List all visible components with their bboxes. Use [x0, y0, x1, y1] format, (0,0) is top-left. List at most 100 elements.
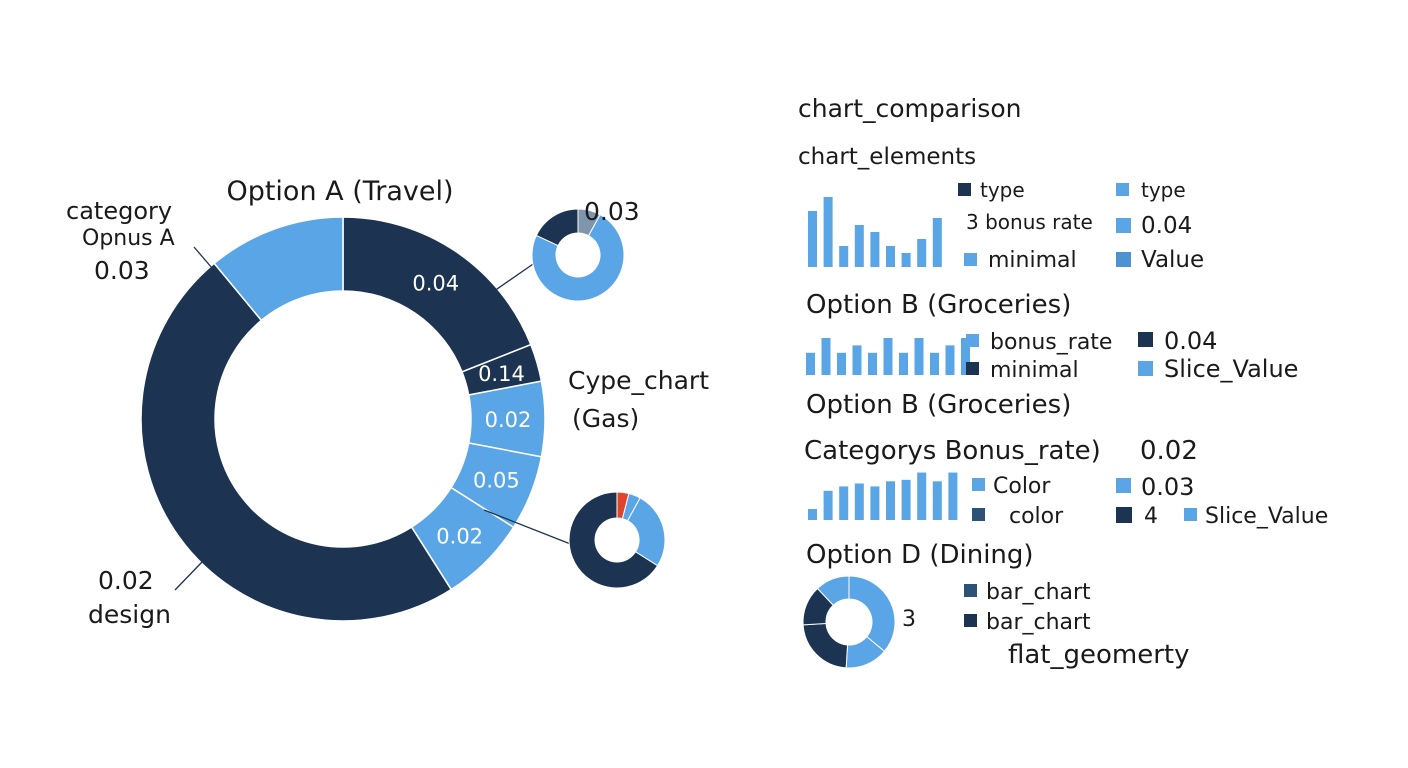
legend-label-0-04: 0.04 [1141, 213, 1192, 239]
donut-main-slice-label-3: 0.05 [473, 469, 520, 493]
legend-label-0-03: 0.03 [1141, 473, 1194, 501]
annotation-value-0-02: 0.02 [98, 566, 154, 595]
bars-2-bar-5 [883, 338, 893, 375]
leader-line-design [174, 561, 203, 591]
bars-1-bar-1 [823, 197, 833, 267]
annotation-opnus-a: Opnus A [82, 226, 175, 251]
bar-chart-option-b-1 [806, 338, 970, 375]
legend-swatch-bonus-rate [966, 334, 979, 347]
legend-label-slice-value: Slice_Value [1164, 355, 1298, 383]
bars-3-bar-7 [917, 472, 927, 520]
legend-swatch-bar-chart-2 [964, 614, 977, 627]
donut-main-slice-label-2: 0.02 [485, 408, 532, 432]
annotation-gas: (Gas) [572, 404, 639, 433]
annotation-category: category [66, 197, 172, 225]
legend-swatch-slice-value-2 [1184, 508, 1197, 521]
note-flat-geomerty: flat_geomerty [1008, 640, 1190, 670]
legend-label-bonus-rate: 3 bonus rate [966, 210, 1093, 234]
donut-small-top-slice-2 [535, 208, 579, 247]
bars-1-bar-0 [808, 211, 817, 267]
legend-label-type-1: type [980, 178, 1025, 202]
donut-main-slice-label-1: 0.14 [478, 362, 525, 386]
donut-dining-slice-4 [816, 575, 850, 606]
bars-2-bar-6 [899, 352, 908, 375]
donut-dining-slice-0 [848, 575, 896, 653]
option-a-donut-chart: 0.04 0.14 0.02 0.05 0.02 [140, 216, 546, 622]
legend-swatch-value [1116, 252, 1131, 267]
legend-label-color-2: color [1009, 504, 1064, 529]
bars-3-bar-2 [839, 486, 849, 520]
legend-label-slice-value-2: Slice_Value [1205, 504, 1328, 529]
legend-label-4: 4 [1144, 504, 1158, 529]
donut-main-slice-5 [140, 262, 453, 622]
legend-label-bar-chart-2: bar_chart [986, 610, 1091, 635]
legend-swatch-0-03 [1116, 478, 1131, 493]
bars-3-bar-4 [870, 486, 880, 520]
small-donut-bottom [568, 491, 666, 589]
bars-2-bar-10 [961, 338, 970, 375]
option-d-label-3: 3 [902, 607, 916, 632]
leader-line-category [193, 246, 213, 269]
legend-label-value: Value [1141, 247, 1204, 273]
option-d-donut-chart [802, 575, 896, 669]
bars-3-bar-1 [823, 490, 833, 520]
legend-swatch-minimal-dark [966, 362, 979, 375]
bars-3-bar-0 [808, 509, 817, 520]
bars-3-bar-5 [886, 481, 895, 520]
donut-small-top-slice-1 [531, 214, 625, 302]
legend-swatch-color-light [972, 478, 985, 491]
bars-1-bar-7 [917, 239, 927, 267]
bars-2-bar-0 [806, 352, 815, 375]
bars-2-bar-7 [914, 338, 924, 375]
bars-3-bar-3 [854, 483, 864, 520]
legend-label-bonus-rate-2: bonus_rate [990, 330, 1112, 355]
legend-label-bar-chart-1: bar_chart [986, 580, 1091, 605]
bars-1-bar-5 [886, 246, 895, 267]
annotation-value-0-03: 0.03 [94, 256, 150, 285]
legend-label-0-04-2: 0.04 [1164, 327, 1217, 355]
bar-chart-option-b-2 [808, 472, 958, 520]
donut-main-slice-6 [213, 216, 344, 322]
leader-line-bottom-small-donut [483, 509, 574, 546]
legend-swatch-type-light [1116, 183, 1129, 196]
option-b-title-1: Option B (Groceries) [806, 290, 1071, 320]
small-donut-top-label: 0.03 [584, 197, 640, 226]
bars-3-bar-6 [901, 479, 911, 520]
legend-swatch-4 [1116, 507, 1132, 523]
legend-swatch-type-dark [958, 183, 971, 196]
legend-swatch-0-04-dark [1138, 332, 1153, 347]
donut-main-slice-label-4: 0.02 [436, 525, 483, 549]
bars-1-bar-2 [839, 246, 849, 267]
bars-1-bar-4 [870, 232, 880, 267]
bars-1-bar-3 [854, 225, 864, 267]
bars-2-bar-1 [821, 338, 831, 375]
bars-2-bar-9 [945, 345, 955, 375]
donut-dining-slice-2 [802, 622, 849, 669]
heading-chart-comparison: chart_comparison [798, 94, 1021, 123]
legend-label-minimal-2: minimal [990, 358, 1079, 383]
legend-label-color-1: Color [993, 474, 1051, 499]
bars-2-bar-3 [852, 345, 862, 375]
legend-swatch-color-dark [972, 508, 985, 521]
legend-swatch-minimal [964, 253, 977, 266]
categorys-bonus-rate-label: Categorys Bonus_rate) [804, 436, 1101, 466]
option-a-title: Option A (Travel) [226, 176, 453, 207]
legend-swatch-slice-value [1138, 361, 1153, 376]
legend-label-type-2: type [1141, 178, 1186, 202]
legend-label-minimal-1: minimal [988, 248, 1077, 273]
bars-1-bar-6 [901, 253, 911, 267]
small-donut-top [531, 208, 625, 302]
donut-small-bottom-slice-3 [568, 491, 659, 589]
heading-chart-elements: chart_elements [798, 144, 976, 170]
bars-3-bar-9 [948, 472, 958, 520]
categorys-bonus-rate-value: 0.02 [1140, 436, 1198, 466]
leader-line-top-small-donut [473, 261, 537, 306]
legend-swatch-bar-chart-1 [964, 584, 977, 597]
donut-main-slice-label-0: 0.04 [412, 272, 459, 296]
option-d-title: Option D (Dining) [806, 540, 1034, 570]
bars-2-bar-4 [868, 352, 877, 375]
bars-2-bar-8 [930, 352, 939, 375]
legend-swatch-0-04 [1116, 218, 1131, 233]
bar-chart-elements [808, 197, 942, 267]
